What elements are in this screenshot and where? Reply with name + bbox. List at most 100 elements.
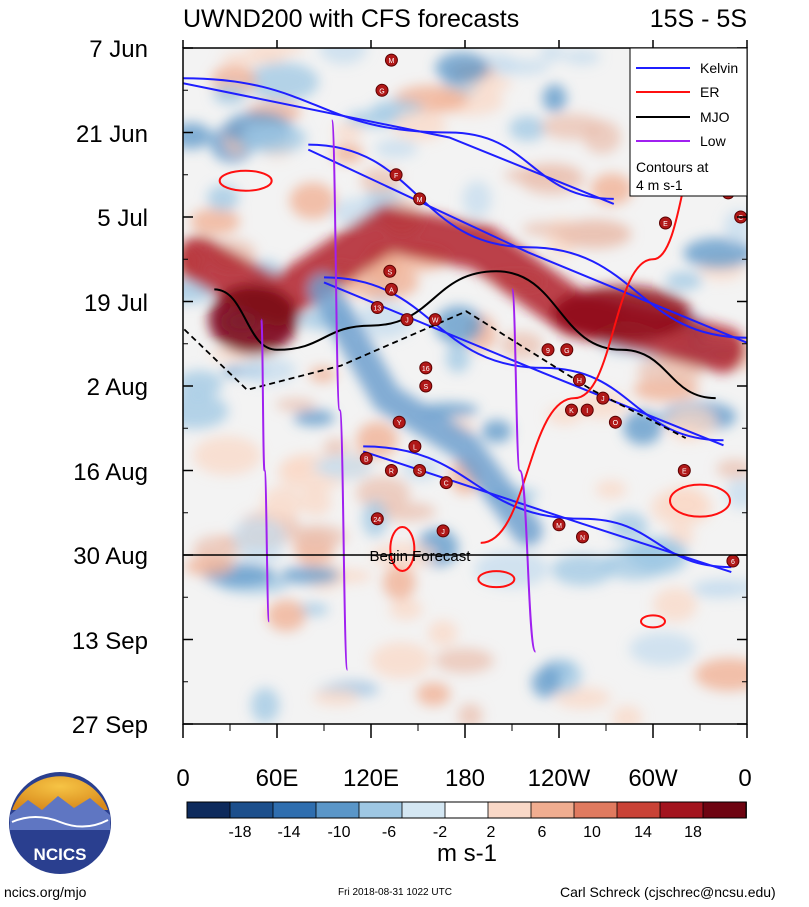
contour-kelvin_phase_2-inner [307, 148, 747, 344]
anomaly-blob [694, 658, 747, 692]
anomaly-blob [355, 302, 414, 340]
contour-mjo_positive [214, 270, 716, 400]
anomaly-blob [193, 436, 261, 475]
tc-marker-circle [677, 464, 691, 477]
tc-marker: B [359, 451, 373, 465]
colorbar-tick-label: 6 [538, 824, 547, 841]
tc-marker: K [565, 403, 578, 417]
contour-kelvin_phase_1 [183, 77, 614, 200]
tc-marker-circle [659, 216, 672, 230]
contour-er-cell [640, 614, 666, 629]
tc-marker-circle [419, 361, 433, 375]
anomaly-blob [183, 370, 223, 398]
anomaly-blob [382, 565, 416, 600]
anomaly-core [551, 285, 692, 342]
tc-marker-circle [428, 313, 442, 327]
anomaly-blob [522, 222, 565, 237]
tc-marker-label: A [389, 287, 394, 294]
tc-marker-circle [384, 53, 398, 67]
tc-marker-circle [413, 192, 427, 206]
tc-marker-circle [436, 524, 450, 538]
tc-marker-circle [413, 464, 427, 477]
tc-marker: J [436, 524, 450, 538]
x-tick-label: 180 [445, 765, 485, 792]
colorbar-tick-label: -10 [327, 824, 350, 841]
legend-label-er: ER [700, 84, 719, 100]
tc-marker-circle [580, 403, 594, 417]
tc-marker-circle [419, 379, 433, 393]
anomaly-blob [539, 48, 565, 62]
contour-note-line2: 4 m s-1 [636, 177, 683, 193]
y-tick-label: 7 Jun [89, 36, 148, 63]
tc-marker: F [389, 168, 403, 182]
tc-marker: W [428, 313, 442, 327]
colorbar: -18 -14 -10 -6 -2 2 6 10 14 18 m s-1 [186, 801, 747, 867]
tc-marker-circle [552, 518, 566, 532]
colorbar-cell [659, 801, 704, 819]
x-tick-label: 60W [628, 765, 678, 792]
colorbar-cell [444, 801, 489, 819]
logo-mountains [10, 796, 110, 830]
anomaly-blob [183, 122, 212, 149]
colorbar-cell [702, 801, 747, 819]
anomaly-blob [665, 405, 717, 440]
tc-marker-circle [389, 168, 403, 182]
footer-site-link[interactable]: ncics.org/mjo [4, 884, 87, 900]
x-axis-labels: 0 60E 120E 180 120W 60W 0 [176, 765, 751, 792]
anomaly-blob [650, 488, 713, 527]
anomaly-blob [319, 48, 367, 65]
filtered-wave-contours [183, 77, 747, 671]
tc-marker-label: N [580, 535, 585, 542]
footer-timestamp: Fri 2018-08-31 1022 UTC [338, 887, 452, 898]
tc-marker-label: G [564, 348, 569, 355]
colorbar-cell [272, 801, 317, 819]
y-tick-label: 2 Aug [87, 374, 148, 401]
logo-wave [11, 816, 109, 828]
tc-marker-label: M [417, 197, 423, 204]
anomaly-blob [289, 182, 336, 220]
tc-marker-label: S [387, 269, 392, 276]
anomaly-blob [434, 648, 494, 674]
contour-kelvin_phase_2 [308, 143, 747, 339]
tc-marker-label: Y [397, 420, 402, 427]
anomaly-blob [207, 184, 240, 211]
colorbar-frame [186, 801, 747, 819]
contour-er-cell [669, 483, 731, 518]
y-axis-labels: 7 Jun 21 Jun 5 Jul 19 Jul 2 Aug 16 Aug 3… [72, 36, 148, 739]
anomaly-blob [289, 524, 347, 548]
anomaly-blob [612, 705, 643, 724]
anomaly-blob [508, 115, 547, 142]
anomaly-blob [494, 59, 550, 75]
x-tick-label: 60E [256, 765, 299, 792]
colorbar-cell [530, 801, 575, 819]
tc-marker: S [413, 464, 427, 477]
y-tick-label: 27 Sep [72, 712, 148, 739]
colorbar-tick-label: -6 [382, 824, 396, 841]
tc-marker: 16 [419, 361, 433, 375]
anomaly-blob [725, 477, 747, 509]
contour-kelvin_phase_4-inner [362, 450, 732, 574]
legend: Kelvin ER MJO Low Contours at 4 m s-1 [629, 47, 748, 197]
tc-marker-label: 13 [373, 306, 381, 313]
contour-kelvin_phase_3 [323, 276, 724, 442]
anomaly-blob [240, 122, 307, 154]
colorbar-tick-label: -2 [433, 824, 447, 841]
x-tick-label: 0 [176, 765, 189, 792]
tc-marker-label: 6 [731, 559, 735, 566]
tc-marker-label: W [432, 318, 439, 325]
tc-marker: A [384, 282, 398, 296]
anomaly-blob [551, 554, 614, 586]
contour-kelvin_phase_1-inner [183, 82, 615, 205]
tc-marker-circle [383, 264, 397, 278]
anomaly-blob [481, 419, 512, 443]
anomaly-blob [293, 409, 335, 426]
tc-marker: 6 [726, 554, 740, 568]
contour-mjo-negative [183, 310, 687, 439]
tc-marker-label: K [569, 408, 574, 415]
anomaly-blob [266, 599, 306, 632]
y-tick-label: 13 Sep [72, 628, 148, 655]
tc-marker: O [608, 415, 622, 429]
anomaly-blob [370, 642, 431, 679]
anomaly-blob [416, 682, 451, 706]
y-tick-label: 19 Jul [84, 290, 148, 317]
